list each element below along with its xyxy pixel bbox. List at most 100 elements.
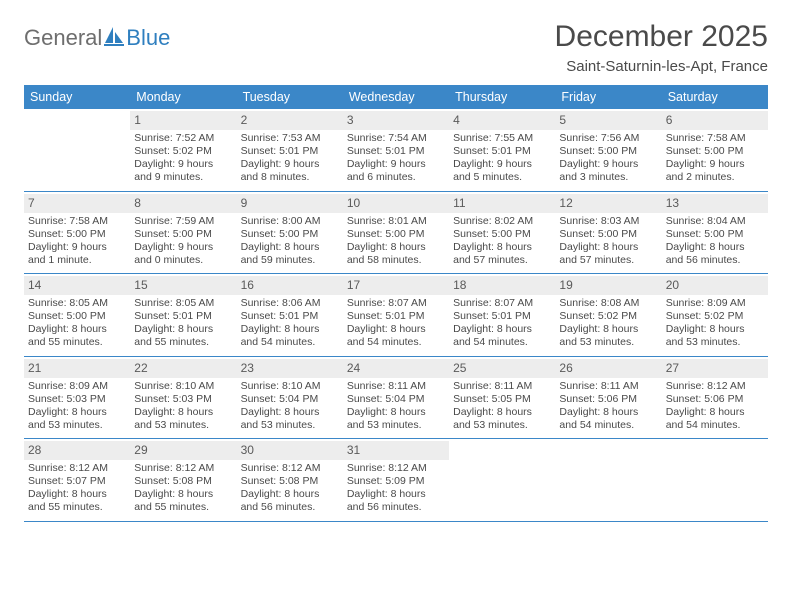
day-number: 17 bbox=[343, 276, 449, 295]
calendar-day-cell: 21Sunrise: 8:09 AMSunset: 5:03 PMDayligh… bbox=[24, 356, 130, 439]
sunset-line: Sunset: 5:07 PM bbox=[28, 475, 126, 488]
logo-part-blue: Blue bbox=[126, 25, 170, 50]
calendar-day-cell: 30Sunrise: 8:12 AMSunset: 5:08 PMDayligh… bbox=[237, 439, 343, 522]
sunset-line: Sunset: 5:03 PM bbox=[134, 393, 232, 406]
daylight-line: Daylight: 8 hours and 54 minutes. bbox=[347, 323, 445, 349]
daylight-line: Daylight: 8 hours and 55 minutes. bbox=[28, 323, 126, 349]
sunrise-line: Sunrise: 8:11 AM bbox=[347, 380, 445, 393]
day-number: 6 bbox=[662, 111, 768, 130]
sunrise-line: Sunrise: 8:12 AM bbox=[241, 462, 339, 475]
sunrise-line: Sunrise: 7:54 AM bbox=[347, 132, 445, 145]
daylight-line: Daylight: 8 hours and 57 minutes. bbox=[453, 241, 551, 267]
calendar-day-cell: 14 Sunrise: 8:05 AMSunset: 5:00 PMDayligh… bbox=[24, 274, 130, 357]
daylight-line: Daylight: 8 hours and 55 minutes. bbox=[28, 488, 126, 514]
day-number: 26 bbox=[555, 359, 661, 378]
day-number: 12 bbox=[555, 194, 661, 213]
day-number: 27 bbox=[662, 359, 768, 378]
calendar-day-cell: 3Sunrise: 7:54 AMSunset: 5:01 PMDaylight… bbox=[343, 109, 449, 191]
daylight-line: Daylight: 8 hours and 54 minutes. bbox=[559, 406, 657, 432]
sunrise-line: Sunrise: 8:12 AM bbox=[347, 462, 445, 475]
sunset-line: Sunset: 5:00 PM bbox=[666, 228, 764, 241]
day-number: 1 bbox=[130, 111, 236, 130]
calendar-day-cell: 29Sunrise: 8:12 AMSunset: 5:08 PMDayligh… bbox=[130, 439, 236, 522]
daylight-line: Daylight: 9 hours and 2 minutes. bbox=[666, 158, 764, 184]
sunrise-line: Sunrise: 8:05 AM bbox=[28, 297, 126, 310]
sunrise-line: Sunrise: 8:12 AM bbox=[666, 380, 764, 393]
sunset-line: Sunset: 5:04 PM bbox=[241, 393, 339, 406]
calendar-page: General Blue December 2025 Saint-Saturni… bbox=[0, 0, 792, 612]
day-number: 13 bbox=[662, 194, 768, 213]
calendar-week-row: 1 Sunrise: 7:52 AMSunset: 5:02 PM Daylight… bbox=[24, 109, 768, 191]
sunset-line: Sunset: 5:00 PM bbox=[28, 228, 126, 241]
weekday-header: Saturday bbox=[662, 85, 768, 109]
sunset-line: Sunset: 5:01 PM bbox=[347, 145, 445, 158]
sunrise-line: Sunrise: 8:12 AM bbox=[134, 462, 232, 475]
day-number: 23 bbox=[237, 359, 343, 378]
logo-text-blue: Blue bbox=[126, 25, 170, 51]
calendar-day-cell bbox=[555, 439, 661, 522]
sunset-line: Sunset: 5:09 PM bbox=[347, 475, 445, 488]
page-title: December 2025 bbox=[555, 20, 768, 54]
sunrise-line: Sunrise: 8:11 AM bbox=[453, 380, 551, 393]
calendar-day-cell: 4Sunrise: 7:55 AMSunset: 5:01 PMDaylight… bbox=[449, 109, 555, 191]
sunrise-line: Sunrise: 8:00 AM bbox=[241, 215, 339, 228]
sunset-line: Sunset: 5:02 PM bbox=[666, 310, 764, 323]
calendar-head: SundayMondayTuesdayWednesdayThursdayFrid… bbox=[24, 85, 768, 109]
calendar-day-cell: 27Sunrise: 8:12 AMSunset: 5:06 PMDayligh… bbox=[662, 356, 768, 439]
day-number: 25 bbox=[449, 359, 555, 378]
sunrise-line: Sunrise: 7:59 AM bbox=[134, 215, 232, 228]
calendar-day-cell: 23Sunrise: 8:10 AMSunset: 5:04 PMDayligh… bbox=[237, 356, 343, 439]
daylight-line: Daylight: 9 hours and 8 minutes. bbox=[241, 158, 339, 184]
sunset-line: Sunset: 5:00 PM bbox=[28, 310, 126, 323]
sunrise-line: Sunrise: 8:06 AM bbox=[241, 297, 339, 310]
daylight-line: Daylight: 8 hours and 57 minutes. bbox=[559, 241, 657, 267]
sunrise-line: Sunrise: 8:10 AM bbox=[241, 380, 339, 393]
day-number: 20 bbox=[662, 276, 768, 295]
calendar-table: SundayMondayTuesdayWednesdayThursdayFrid… bbox=[24, 85, 768, 522]
sunrise-line: Sunrise: 7:56 AM bbox=[559, 132, 657, 145]
sunrise-line: Sunrise: 7:58 AM bbox=[28, 215, 126, 228]
day-number: 14 bbox=[24, 276, 130, 295]
weekday-header: Sunday bbox=[24, 85, 130, 109]
calendar-day-cell: 28Sunrise: 8:12 AMSunset: 5:07 PMDayligh… bbox=[24, 439, 130, 522]
day-number: 30 bbox=[237, 441, 343, 460]
calendar-day-cell: 10Sunrise: 8:01 AMSunset: 5:00 PMDayligh… bbox=[343, 191, 449, 274]
calendar-day-cell: 16Sunrise: 8:06 AMSunset: 5:01 PMDayligh… bbox=[237, 274, 343, 357]
sunrise-line: Sunrise: 7:52 AM bbox=[134, 132, 232, 145]
calendar-day-cell: 13Sunrise: 8:04 AMSunset: 5:00 PMDayligh… bbox=[662, 191, 768, 274]
page-subtitle: Saint-Saturnin-les-Apt, France bbox=[555, 58, 768, 75]
daylight-line: Daylight: 9 hours and 0 minutes. bbox=[134, 241, 232, 267]
logo: General Blue bbox=[24, 24, 170, 51]
calendar-day-cell bbox=[449, 439, 555, 522]
day-number: 22 bbox=[130, 359, 236, 378]
sunset-line: Sunset: 5:03 PM bbox=[28, 393, 126, 406]
sunrise-line: Sunrise: 8:07 AM bbox=[453, 297, 551, 310]
day-number: 9 bbox=[237, 194, 343, 213]
daylight-line: Daylight: 9 hours and 3 minutes. bbox=[559, 158, 657, 184]
calendar-day-cell: 20Sunrise: 8:09 AMSunset: 5:02 PMDayligh… bbox=[662, 274, 768, 357]
sunset-line: Sunset: 5:01 PM bbox=[453, 310, 551, 323]
daylight-line: Daylight: 8 hours and 56 minutes. bbox=[666, 241, 764, 267]
sunset-line: Sunset: 5:06 PM bbox=[559, 393, 657, 406]
daylight-line: Daylight: 8 hours and 55 minutes. bbox=[134, 323, 232, 349]
day-number: 5 bbox=[555, 111, 661, 130]
calendar-day-cell: 25Sunrise: 8:11 AMSunset: 5:05 PMDayligh… bbox=[449, 356, 555, 439]
sunset-line: Sunset: 5:00 PM bbox=[453, 228, 551, 241]
calendar-day-cell: 7Sunrise: 7:58 AMSunset: 5:00 PMDaylight… bbox=[24, 191, 130, 274]
sunset-line: Sunset: 5:02 PM bbox=[134, 145, 232, 158]
sunrise-line: Sunrise: 8:10 AM bbox=[134, 380, 232, 393]
day-number: 29 bbox=[130, 441, 236, 460]
sunrise-line: Sunrise: 8:02 AM bbox=[453, 215, 551, 228]
calendar-day-cell: 1Sunrise: 7:52 AMSunset: 5:02 PMDaylight… bbox=[130, 109, 236, 191]
sunset-line: Sunset: 5:00 PM bbox=[241, 228, 339, 241]
day-number: 11 bbox=[449, 194, 555, 213]
sunset-line: Sunset: 5:05 PM bbox=[453, 393, 551, 406]
daylight-line: Daylight: 9 hours and 6 minutes. bbox=[347, 158, 445, 184]
sunset-line: Sunset: 5:01 PM bbox=[241, 310, 339, 323]
calendar-day-cell: 24Sunrise: 8:11 AMSunset: 5:04 PMDayligh… bbox=[343, 356, 449, 439]
daylight-line: Daylight: 9 hours and 1 minute. bbox=[28, 241, 126, 267]
logo-sails-icon bbox=[104, 24, 124, 51]
sunset-line: Sunset: 5:00 PM bbox=[559, 228, 657, 241]
day-number: 4 bbox=[449, 111, 555, 130]
sunrise-line: Sunrise: 8:12 AM bbox=[28, 462, 126, 475]
